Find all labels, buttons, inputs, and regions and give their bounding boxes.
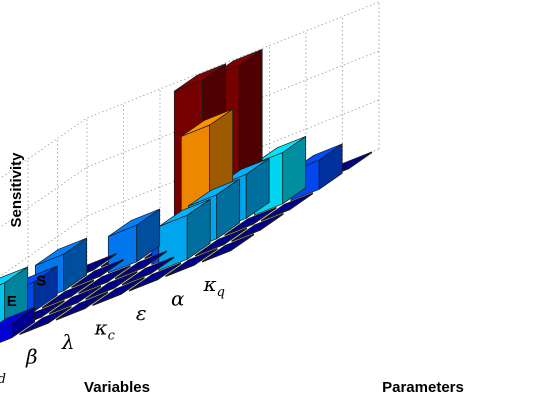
bar-I-λ [114, 250, 168, 280]
bar-I-α [224, 207, 277, 236]
bar-R-α [165, 248, 218, 277]
z-axis-label: Sensitivity [8, 152, 25, 228]
x-axis-label: Parameters [382, 379, 464, 396]
parameter-tick-label: κq [203, 272, 225, 300]
bar-H-β [48, 285, 102, 315]
parameter-tick-label: μd [0, 359, 6, 387]
bar-R-μd [0, 306, 36, 343]
bar-I-μd [41, 279, 95, 309]
bar-H-α [194, 227, 248, 257]
z-gridline [0, 1, 380, 179]
bar-R-κq [201, 233, 255, 263]
variable-tick-label: S [36, 272, 46, 289]
bar-H-ε [158, 198, 211, 271]
parameter-tick-label: ε [136, 301, 147, 325]
parameter-tick-label: λ [61, 330, 75, 354]
z-gridline [0, 50, 380, 228]
y-axis-label: Variables [84, 379, 150, 396]
bar-I-κq [260, 192, 314, 222]
bar-H-κc [121, 256, 175, 286]
bar-E-μd [71, 259, 124, 288]
bar-E-β [107, 208, 161, 274]
bar-R-β [19, 306, 72, 335]
bar-H-λ [85, 271, 138, 300]
bar-R-ε [128, 262, 182, 292]
parameter-tick-label: α [171, 286, 185, 310]
z-gridline [0, 99, 380, 277]
bar-I-β [78, 265, 131, 294]
bar-R-λ [55, 291, 109, 321]
bars-layer [0, 48, 373, 343]
variable-tick-label: E [7, 293, 17, 310]
bar-R-κc [92, 277, 145, 306]
ticks-layer: 0100020003000SEIHRNμdβλκcεακq [0, 272, 225, 387]
parameter-tick-label: β [25, 344, 38, 368]
bar-H-κq [231, 213, 284, 242]
parameter-tick-label: κc [94, 315, 116, 343]
